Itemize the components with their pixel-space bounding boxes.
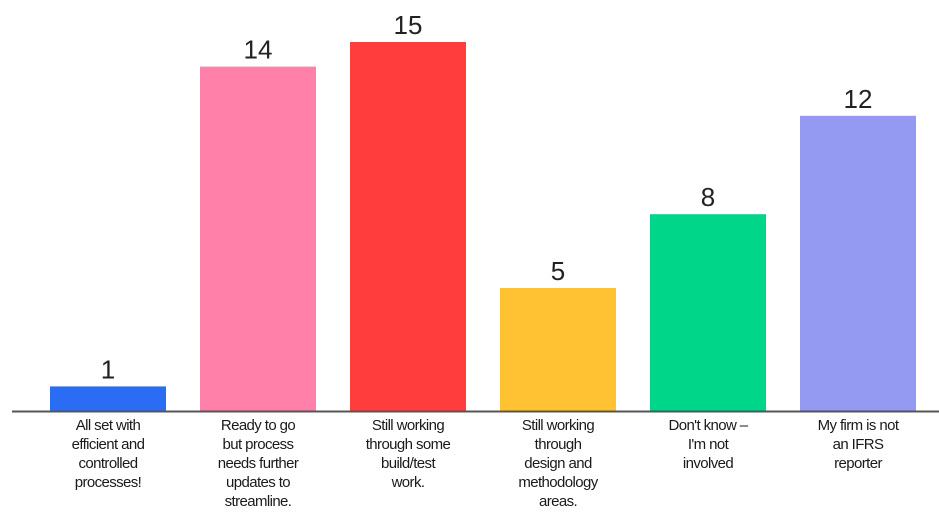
category-label-line: design and: [524, 455, 592, 472]
category-label-line: an IFRS: [833, 436, 884, 453]
value-label-6: 12: [844, 84, 873, 114]
category-label-line: reporter: [834, 455, 882, 472]
bars-layer: [50, 42, 916, 412]
category-label-line: but process: [223, 436, 294, 453]
value-label-2: 14: [244, 35, 273, 65]
category-label-line: Ready to go: [221, 417, 296, 434]
category-label-2: Ready to go but process needs further updat…: [218, 417, 299, 510]
category-label-line: Still working: [372, 417, 444, 434]
category-label-line: streamline.: [225, 493, 292, 510]
bar-6: [800, 115, 916, 412]
category-label-line: through some: [366, 436, 451, 453]
bar-2: [200, 66, 316, 411]
bar-1: [50, 386, 166, 411]
category-label-line: processes!: [75, 474, 142, 491]
value-labels-layer: 1 14 15 5 8 12: [101, 10, 873, 384]
value-label-5: 8: [701, 182, 715, 212]
bar-4: [500, 288, 616, 411]
value-label-3: 15: [394, 10, 423, 40]
category-label-line: build/test: [381, 455, 436, 472]
category-label-line: needs further: [218, 455, 299, 472]
category-label-line: methodology: [518, 474, 598, 491]
category-label-line: Still working: [522, 417, 594, 434]
value-label-4: 5: [551, 256, 565, 286]
bar-5: [650, 214, 766, 411]
category-label-4: Still working through design and methodolog…: [518, 417, 598, 510]
category-label-line: Don't know –: [668, 417, 748, 434]
category-label-line: I'm not: [688, 436, 730, 453]
category-label-line: All set with: [76, 417, 141, 434]
category-label-6: My firm is not an IFRS reporter: [818, 417, 900, 472]
category-label-line: through: [535, 436, 582, 453]
category-labels-layer: All set with efficient and controlled proce…: [72, 417, 901, 510]
bar-3: [350, 42, 466, 411]
category-label-3: Still working through some build/test work.: [366, 417, 451, 491]
category-label-1: All set with efficient and controlled proce…: [72, 417, 145, 491]
category-label-line: work.: [391, 474, 425, 491]
category-label-line: areas.: [539, 493, 577, 510]
value-label-1: 1: [101, 354, 115, 384]
category-label-line: controlled: [78, 455, 137, 472]
category-label-line: updates to: [226, 474, 290, 491]
category-label-line: involved: [683, 455, 733, 472]
category-label-line: efficient and: [72, 436, 145, 453]
category-label-line: My firm is not: [818, 417, 900, 434]
category-label-5: Don't know – I'm not involved: [668, 417, 748, 472]
